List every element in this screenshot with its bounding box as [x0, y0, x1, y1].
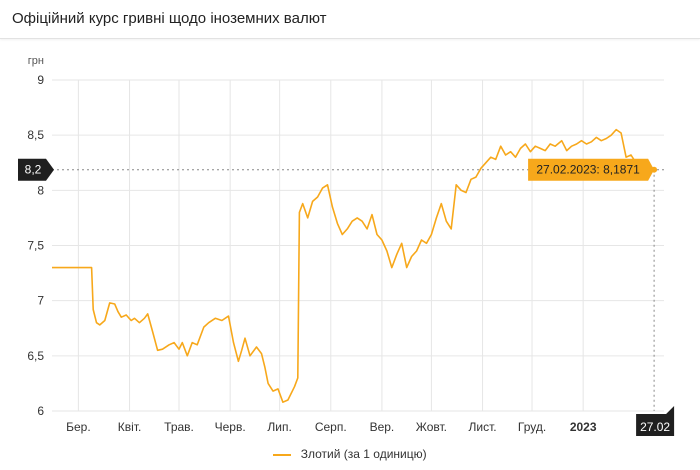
- y-tick-label: 8: [37, 183, 44, 197]
- x-tick-label: Жовт.: [416, 420, 447, 434]
- y-tick-label: 8,5: [27, 128, 44, 142]
- zloty-exchange-rate-chart[interactable]: 6 6,5 7 7,5 8 8,5 9 грн Бер. Квіт. Трав. Черв. Лип. С…: [0, 40, 700, 438]
- header-bar: Офіційний курс гривні щодо іноземних вал…: [0, 0, 700, 39]
- x-tick-label: Вер.: [370, 420, 395, 434]
- y-axis-label: грн: [28, 55, 44, 67]
- x-tick-label: Лист.: [469, 420, 497, 434]
- tooltip-box: [528, 158, 655, 181]
- y-tick-label: 7,5: [27, 239, 44, 253]
- x-tick-label: Трав.: [164, 420, 194, 434]
- x-tick-label: Груд.: [518, 420, 546, 434]
- x-crosshair-value: 27.02: [640, 420, 670, 434]
- x-tick-label: Квіт.: [118, 420, 142, 434]
- x-tick-label: Лип.: [267, 420, 291, 434]
- y-tick-label: 9: [37, 73, 44, 87]
- page-title: Офіційний курс гривні щодо іноземних вал…: [12, 10, 327, 27]
- x-tick-label: 2023: [570, 420, 597, 434]
- chart-legend[interactable]: Злотий (за 1 одиницю): [0, 447, 700, 461]
- y-tick-label: 6: [37, 404, 44, 418]
- legend-swatch-icon: [273, 453, 292, 456]
- tooltip-text: 27.02.2023: 8,1871: [536, 163, 640, 177]
- series-line-zloty: [52, 128, 655, 404]
- x-tick-label: Серп.: [315, 420, 347, 434]
- x-tick-label: Бер.: [66, 420, 91, 434]
- y-crosshair-value: 8,2: [25, 163, 42, 177]
- x-crosshair-flag: [636, 406, 675, 436]
- x-tick-label: Черв.: [215, 420, 246, 434]
- y-tick-label: 7: [37, 294, 44, 308]
- y-tick-label: 6,5: [27, 349, 44, 363]
- legend-label: Злотий (за 1 одиницю): [300, 447, 427, 461]
- y-crosshair-flag: [18, 158, 54, 181]
